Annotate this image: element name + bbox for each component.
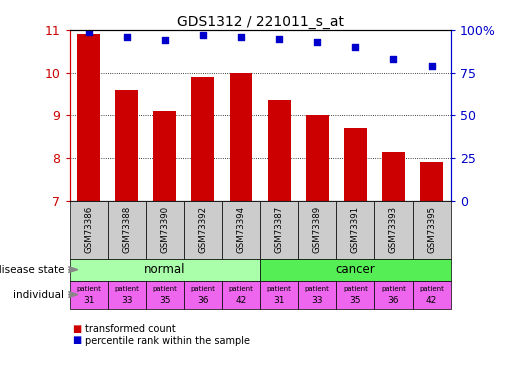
Text: 31: 31 <box>83 296 94 305</box>
Point <box>389 56 398 62</box>
Text: GSM73390: GSM73390 <box>160 206 169 253</box>
Text: patient: patient <box>76 286 101 292</box>
Point <box>275 36 283 42</box>
Text: 36: 36 <box>388 296 399 305</box>
Text: GSM73386: GSM73386 <box>84 206 93 254</box>
Bar <box>306 116 329 201</box>
Text: cancer: cancer <box>335 263 375 276</box>
Text: 33: 33 <box>121 296 132 305</box>
Point <box>123 34 131 40</box>
Text: 42: 42 <box>426 296 437 305</box>
Point <box>427 63 436 69</box>
Text: 33: 33 <box>312 296 323 305</box>
Bar <box>192 77 214 201</box>
Text: 36: 36 <box>197 296 209 305</box>
Point <box>199 32 207 38</box>
Text: patient: patient <box>419 286 444 292</box>
Text: GSM73392: GSM73392 <box>198 206 208 253</box>
Text: ■: ■ <box>72 324 81 334</box>
Text: GSM73387: GSM73387 <box>274 206 284 254</box>
Point <box>351 44 359 50</box>
Text: patient: patient <box>152 286 177 292</box>
Bar <box>77 34 100 201</box>
Text: patient: patient <box>381 286 406 292</box>
Text: ■: ■ <box>72 336 81 345</box>
Text: GSM73391: GSM73391 <box>351 206 360 253</box>
Text: GSM73388: GSM73388 <box>122 206 131 254</box>
Text: disease state: disease state <box>0 265 64 274</box>
Text: individual: individual <box>13 290 64 300</box>
Text: GSM73394: GSM73394 <box>236 206 246 253</box>
Text: 35: 35 <box>159 296 170 305</box>
Point <box>84 29 93 35</box>
Text: 35: 35 <box>350 296 361 305</box>
Text: patient: patient <box>114 286 139 292</box>
Bar <box>382 152 405 201</box>
Bar <box>230 73 252 201</box>
Text: normal: normal <box>144 263 185 276</box>
Bar <box>268 100 290 201</box>
Text: 31: 31 <box>273 296 285 305</box>
Text: GSM73395: GSM73395 <box>427 206 436 253</box>
Point <box>313 39 321 45</box>
Text: GSM73393: GSM73393 <box>389 206 398 253</box>
Bar <box>420 162 443 201</box>
Title: GDS1312 / 221011_s_at: GDS1312 / 221011_s_at <box>177 15 344 29</box>
Text: GSM73389: GSM73389 <box>313 206 322 253</box>
Text: patient: patient <box>305 286 330 292</box>
Text: patient: patient <box>229 286 253 292</box>
Bar <box>153 111 176 201</box>
Point <box>237 34 245 40</box>
Text: patient: patient <box>343 286 368 292</box>
Text: transformed count: transformed count <box>85 324 176 334</box>
Text: patient: patient <box>191 286 215 292</box>
Bar <box>115 90 138 201</box>
Point <box>161 37 169 43</box>
Text: percentile rank within the sample: percentile rank within the sample <box>85 336 250 345</box>
Text: patient: patient <box>267 286 291 292</box>
Bar <box>344 128 367 201</box>
Text: 42: 42 <box>235 296 247 305</box>
